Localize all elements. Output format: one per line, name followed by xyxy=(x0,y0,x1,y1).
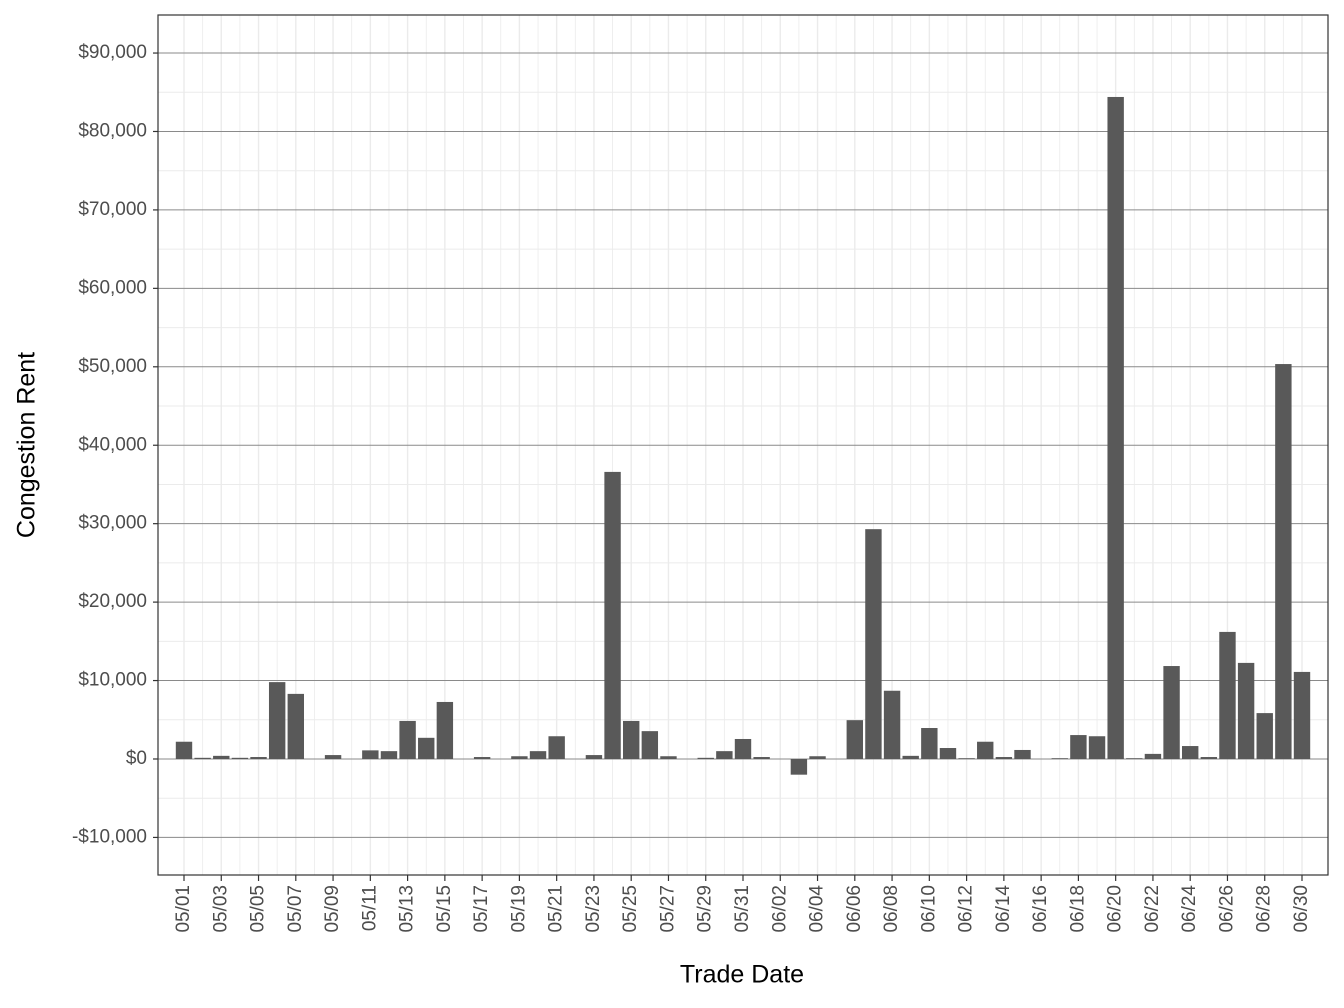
y-tick-label: $60,000 xyxy=(78,277,147,298)
x-tick-label: 05/21 xyxy=(546,885,567,933)
bar xyxy=(529,751,547,759)
bar xyxy=(921,728,938,759)
x-tick-label: 06/06 xyxy=(844,885,865,933)
x-tick-label: 05/13 xyxy=(397,885,418,933)
bar xyxy=(194,757,211,759)
bar xyxy=(1293,671,1311,759)
bar xyxy=(902,755,919,759)
y-tick-label: $30,000 xyxy=(78,513,147,534)
bar xyxy=(399,720,416,759)
bar xyxy=(548,736,565,759)
y-tick-label: $50,000 xyxy=(78,356,147,377)
bar xyxy=(511,756,528,759)
bar xyxy=(380,751,398,759)
y-axis-title: Congestion Rent xyxy=(13,352,41,538)
bar xyxy=(753,757,770,759)
bar xyxy=(175,741,193,759)
x-tick-label: 06/10 xyxy=(918,885,939,933)
bar xyxy=(1126,758,1143,759)
y-tick-label: $40,000 xyxy=(78,434,147,455)
bar xyxy=(641,731,659,759)
bar xyxy=(418,737,435,759)
bar xyxy=(1088,736,1106,759)
x-tick-label: 06/26 xyxy=(1216,885,1237,933)
bar xyxy=(865,529,882,759)
bar xyxy=(213,755,230,759)
x-tick-label: 06/24 xyxy=(1179,885,1200,933)
x-tick-label: 05/31 xyxy=(732,885,753,933)
bar xyxy=(473,757,491,759)
x-tick-label: 06/18 xyxy=(1067,885,1088,933)
x-tick-label: 06/08 xyxy=(881,885,902,933)
x-tick-label: 06/20 xyxy=(1105,885,1126,933)
bar xyxy=(268,682,286,759)
x-tick-label: 05/19 xyxy=(508,885,529,933)
bar xyxy=(604,471,621,759)
bar xyxy=(1275,364,1292,759)
bar xyxy=(1219,631,1236,759)
bar xyxy=(809,756,826,759)
bar xyxy=(287,693,304,759)
bar xyxy=(977,741,994,759)
x-tick-label: 06/30 xyxy=(1291,885,1312,933)
x-tick-label: 05/07 xyxy=(285,885,306,933)
y-tick-label: $10,000 xyxy=(78,670,147,691)
bar xyxy=(1051,758,1068,759)
x-tick-label: 05/25 xyxy=(620,885,641,933)
bar xyxy=(1107,96,1124,759)
bar xyxy=(324,755,342,759)
bar xyxy=(1144,753,1162,759)
bar xyxy=(1200,757,1218,759)
y-tick-label: $20,000 xyxy=(78,591,147,612)
x-tick-label: 06/16 xyxy=(1030,885,1051,933)
bar xyxy=(734,738,752,759)
bar xyxy=(436,701,454,759)
bar xyxy=(1070,735,1087,759)
y-tick-label: $0 xyxy=(126,748,147,769)
bar xyxy=(623,720,640,759)
x-tick-label: 05/15 xyxy=(434,885,455,933)
x-tick-label: 05/27 xyxy=(657,885,678,933)
bar xyxy=(716,751,733,759)
x-tick-label: 05/11 xyxy=(359,885,380,931)
bar xyxy=(790,758,808,775)
bar xyxy=(660,756,677,759)
x-tick-label: 05/29 xyxy=(695,885,716,933)
bar xyxy=(697,757,714,759)
bar xyxy=(1163,666,1180,759)
bar xyxy=(250,757,267,759)
bar xyxy=(958,758,975,759)
x-tick-label: 06/02 xyxy=(769,885,790,933)
bar xyxy=(883,690,901,759)
x-tick-label: 06/28 xyxy=(1254,885,1275,933)
x-tick-label: 05/05 xyxy=(248,885,269,933)
x-tick-label: 06/04 xyxy=(807,885,828,933)
x-tick-label: 05/01 xyxy=(173,885,194,933)
x-tick-label: 06/14 xyxy=(993,885,1014,933)
bar xyxy=(939,748,957,759)
y-tick-label: $80,000 xyxy=(78,120,147,141)
y-tick-label: -$10,000 xyxy=(72,826,147,847)
y-tick-label: $70,000 xyxy=(78,199,147,220)
x-tick-label: 05/17 xyxy=(471,885,492,933)
bar xyxy=(1237,662,1255,759)
bar xyxy=(846,720,863,759)
x-tick-label: 05/23 xyxy=(583,885,604,933)
bar xyxy=(1014,749,1031,759)
bar xyxy=(585,755,603,759)
x-tick-label: 05/03 xyxy=(210,885,231,933)
bar xyxy=(1256,713,1273,759)
bars xyxy=(175,96,1311,775)
bar xyxy=(231,757,249,759)
x-axis-title: Trade Date xyxy=(680,961,804,989)
x-tick-label: 06/22 xyxy=(1142,885,1163,933)
y-tick-label: $90,000 xyxy=(78,42,147,63)
x-tick-label: 05/09 xyxy=(322,885,343,933)
bar xyxy=(995,757,1013,759)
bar xyxy=(362,750,379,759)
x-tick-label: 06/12 xyxy=(956,885,977,933)
bar xyxy=(1182,746,1199,759)
